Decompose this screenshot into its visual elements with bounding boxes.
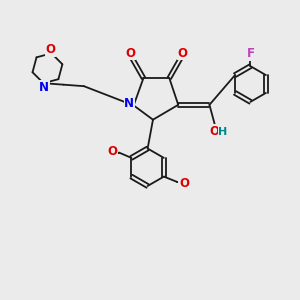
Text: O: O <box>209 125 220 138</box>
Text: H: H <box>218 127 228 136</box>
Text: F: F <box>247 47 254 60</box>
Text: N: N <box>124 98 134 110</box>
Text: O: O <box>107 145 117 158</box>
Text: O: O <box>179 177 189 190</box>
Text: O: O <box>46 43 56 56</box>
Text: N: N <box>39 81 49 94</box>
Text: O: O <box>125 46 135 60</box>
Text: O: O <box>178 46 188 60</box>
